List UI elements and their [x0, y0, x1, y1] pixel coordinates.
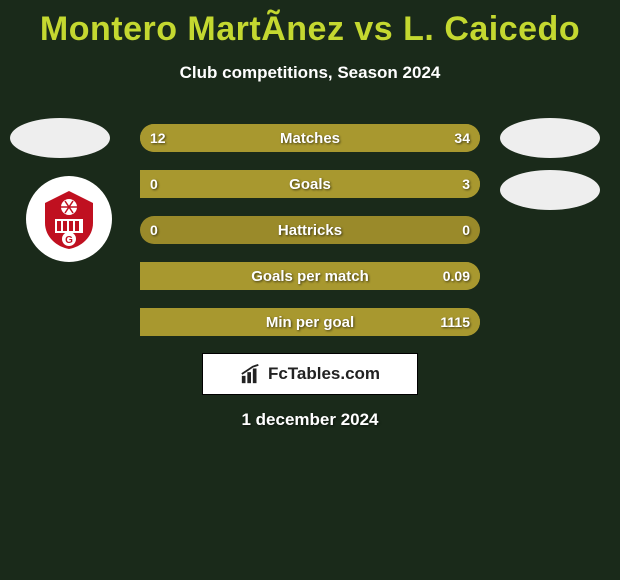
stat-value-right: 1115: [440, 308, 470, 336]
svg-text:G: G: [65, 235, 73, 246]
stat-label: Matches: [140, 124, 480, 152]
stat-row: Min per goal1115: [140, 308, 480, 336]
player2-club-avatar: [500, 170, 600, 210]
stat-label: Hattricks: [140, 216, 480, 244]
date-label: 1 december 2024: [0, 410, 620, 430]
stat-row: Goals per match0.09: [140, 262, 480, 290]
stat-value-left: 0: [150, 216, 158, 244]
comparison-bars: Matches1234Goals03Hattricks00Goals per m…: [140, 124, 480, 354]
player1-club-crest: G: [26, 176, 112, 262]
stat-row: Hattricks0 0: [140, 216, 480, 244]
stat-label: Min per goal: [140, 308, 480, 336]
player2-avatar: [500, 118, 600, 158]
branding-box: FcTables.com: [202, 353, 418, 395]
stat-label: Goals: [140, 170, 480, 198]
club-crest-icon: G: [37, 187, 101, 251]
stat-label: Goals per match: [140, 262, 480, 290]
bar-chart-icon: [240, 363, 262, 385]
stat-value-right: 3: [462, 170, 470, 198]
subtitle: Club competitions, Season 2024: [0, 63, 620, 83]
stat-value-right: 34: [454, 124, 470, 152]
stat-row: Goals0 3: [140, 170, 480, 198]
stat-value-right: 0: [462, 216, 470, 244]
player1-avatar: [10, 118, 110, 158]
stat-value-right: 0.09: [443, 262, 470, 290]
page-title: Montero MartÃ­nez vs L. Caicedo: [0, 0, 620, 49]
stat-value-left: 0: [150, 170, 158, 198]
stat-row: Matches12 34: [140, 124, 480, 152]
stat-value-left: 12: [150, 124, 166, 152]
branding-text: FcTables.com: [268, 364, 380, 384]
